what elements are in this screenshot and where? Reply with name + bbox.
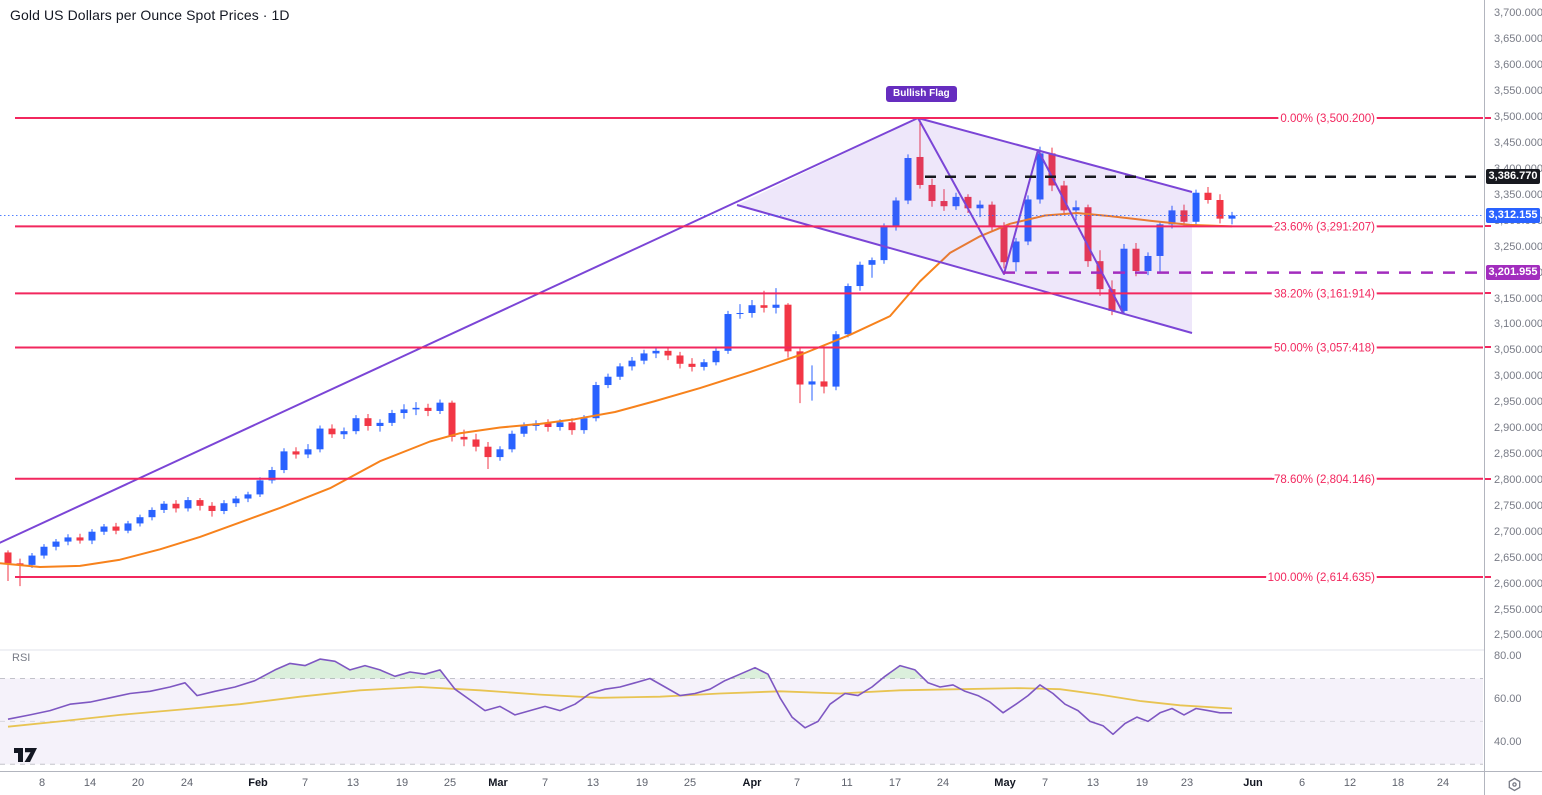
- price-label[interactable]: 3,312.155: [1486, 207, 1540, 223]
- fib-label: 100.00% (2,614.635): [1268, 572, 1376, 584]
- price-axis-tick: 3,600.000: [1494, 59, 1542, 72]
- fib-axis-marker: [1485, 477, 1491, 480]
- price-axis-tick: 3,450.000: [1494, 137, 1542, 150]
- time-axis-tick: 25: [683, 777, 697, 789]
- rsi-line[interactable]: [7, 658, 1232, 736]
- time-axis-tick: 19: [1135, 777, 1149, 789]
- flag-upper-trendline[interactable]: [917, 117, 1193, 193]
- time-axis-tick: 20: [131, 777, 145, 789]
- price-axis-tick: 3,650.000: [1494, 33, 1542, 46]
- price-axis-tick: 3,050.000: [1494, 344, 1542, 357]
- symbol-title[interactable]: Gold US Dollars per Ounce Spot Prices · …: [10, 7, 290, 23]
- time-axis-tick: 14: [83, 777, 97, 789]
- ma-line[interactable]: [0, 212, 1233, 568]
- rsi-pane[interactable]: [0, 649, 1484, 765]
- fib-axis-marker: [1485, 346, 1491, 349]
- time-axis-tick: 25: [443, 777, 457, 789]
- price-axis-tick: 2,500.000: [1494, 629, 1542, 642]
- price-axis-tick: 3,500.000: [1494, 111, 1542, 124]
- fib-label: 50.00% (3,057.418): [1274, 342, 1375, 354]
- price-axis-tick: 3,250.000: [1494, 240, 1542, 253]
- time-axis-month-tick: May: [994, 777, 1016, 789]
- fib-retracement[interactable]: 0.00% (3,500.200) 23.60% (3,291.207) 38.20…: [15, 111, 1483, 587]
- time-axis-tick: 13: [346, 777, 360, 789]
- fib-label: 23.60% (3,291.207): [1274, 221, 1375, 233]
- rsi-overbought-fill: [258, 659, 924, 679]
- price-axis-tick: 2,600.000: [1494, 577, 1542, 590]
- time-axis-month-tick: Feb: [248, 777, 268, 789]
- time-axis[interactable]: 8 14 20 24 Feb 7 13 19 25 Mar 7 13 19 25 Apr 7 11 17 24 May…: [0, 771, 1542, 795]
- price-axis-tick: 2,900.000: [1494, 422, 1542, 435]
- price-axis-tick: 2,950.000: [1494, 396, 1542, 409]
- price-axis-tick: 3,550.000: [1494, 85, 1542, 98]
- time-axis-tick: 13: [586, 777, 600, 789]
- rsi-axis-tick: 60.00: [1494, 692, 1522, 705]
- fib-axis-marker: [1485, 576, 1491, 578]
- tradingview-logo[interactable]: [13, 747, 39, 764]
- fib-label: 0.00% (3,500.200): [1280, 113, 1375, 125]
- price-axis-tick: 2,700.000: [1494, 525, 1542, 538]
- price-axis-tick: 2,850.000: [1494, 448, 1542, 460]
- price-axis-tick: 3,100.000: [1494, 318, 1542, 331]
- fib-label: 38.20% (3,161.914): [1274, 288, 1375, 300]
- rsi-axis-tick: 80.00: [1494, 650, 1522, 662]
- pole-trendline[interactable]: [0, 117, 919, 545]
- price-axis[interactable]: 3,700.000 3,650.000 3,600.000 3,550.000 3,50…: [1484, 0, 1542, 771]
- price-axis-tick: 3,150.000: [1494, 292, 1542, 305]
- flag-zigzag-line[interactable]: [917, 117, 1124, 314]
- fib-label: 78.60% (2,804.146): [1274, 474, 1375, 486]
- axis-corner: [1484, 771, 1542, 795]
- time-axis-month-tick: Jun: [1243, 777, 1263, 789]
- fib-axis-marker: [1485, 117, 1491, 119]
- time-axis-tick: 11: [841, 777, 853, 789]
- time-axis-tick: 23: [1180, 777, 1194, 789]
- time-axis-tick: 12: [1343, 777, 1357, 789]
- rsi-axis-tick: 40.00: [1494, 735, 1522, 748]
- time-axis-tick: 7: [301, 777, 309, 789]
- time-axis-month-tick: Apr: [742, 777, 762, 789]
- time-axis-tick: 7: [541, 777, 549, 789]
- time-axis-tick: 8: [38, 777, 46, 789]
- price-axis-tick: 2,650.000: [1494, 551, 1542, 564]
- price-axis-tick: 3,700.000: [1494, 7, 1542, 20]
- time-axis-tick: 19: [395, 777, 409, 789]
- time-axis-tick: 24: [1436, 777, 1450, 789]
- fib-axis-marker: [1485, 225, 1491, 228]
- chart-plot-area[interactable]: 0.00% (3,500.200) 23.60% (3,291.207) 38.20…: [0, 0, 1484, 771]
- price-axis-tick: 2,800.000: [1494, 473, 1542, 486]
- time-axis-tick: 17: [888, 777, 902, 789]
- price-pane[interactable]: [0, 117, 1236, 587]
- time-axis-tick: 13: [1086, 777, 1100, 789]
- price-axis-tick: 3,350.000: [1494, 188, 1542, 201]
- time-axis-tick: 24: [936, 777, 950, 789]
- rsi-ma-line[interactable]: [7, 686, 1233, 728]
- chart-svg: 0.00% (3,500.200) 23.60% (3,291.207) 38.20…: [0, 111, 1484, 765]
- candlestick-series[interactable]: [4, 118, 1236, 587]
- time-axis-tick: 7: [1041, 777, 1049, 789]
- fib-axis-marker: [1485, 292, 1491, 295]
- price-axis-tick: 3,000.000: [1494, 370, 1542, 383]
- time-axis-tick: 19: [635, 777, 649, 789]
- time-axis-tick: 24: [180, 777, 194, 789]
- settings-icon[interactable]: [1507, 777, 1522, 792]
- time-axis-tick: 7: [793, 777, 801, 789]
- time-axis-tick: 18: [1391, 777, 1405, 789]
- time-axis-tick: 6: [1298, 777, 1306, 789]
- bullish-flag-badge[interactable]: Bullish Flag: [886, 86, 957, 102]
- price-label[interactable]: 3,201.955: [1486, 265, 1540, 281]
- price-axis-tick: 2,750.000: [1494, 499, 1542, 512]
- time-axis-month-tick: Mar: [488, 777, 508, 789]
- price-label[interactable]: 3,386.770: [1486, 169, 1540, 185]
- price-axis-tick: 2,550.000: [1494, 603, 1542, 616]
- rsi-indicator-label[interactable]: RSI: [12, 652, 31, 664]
